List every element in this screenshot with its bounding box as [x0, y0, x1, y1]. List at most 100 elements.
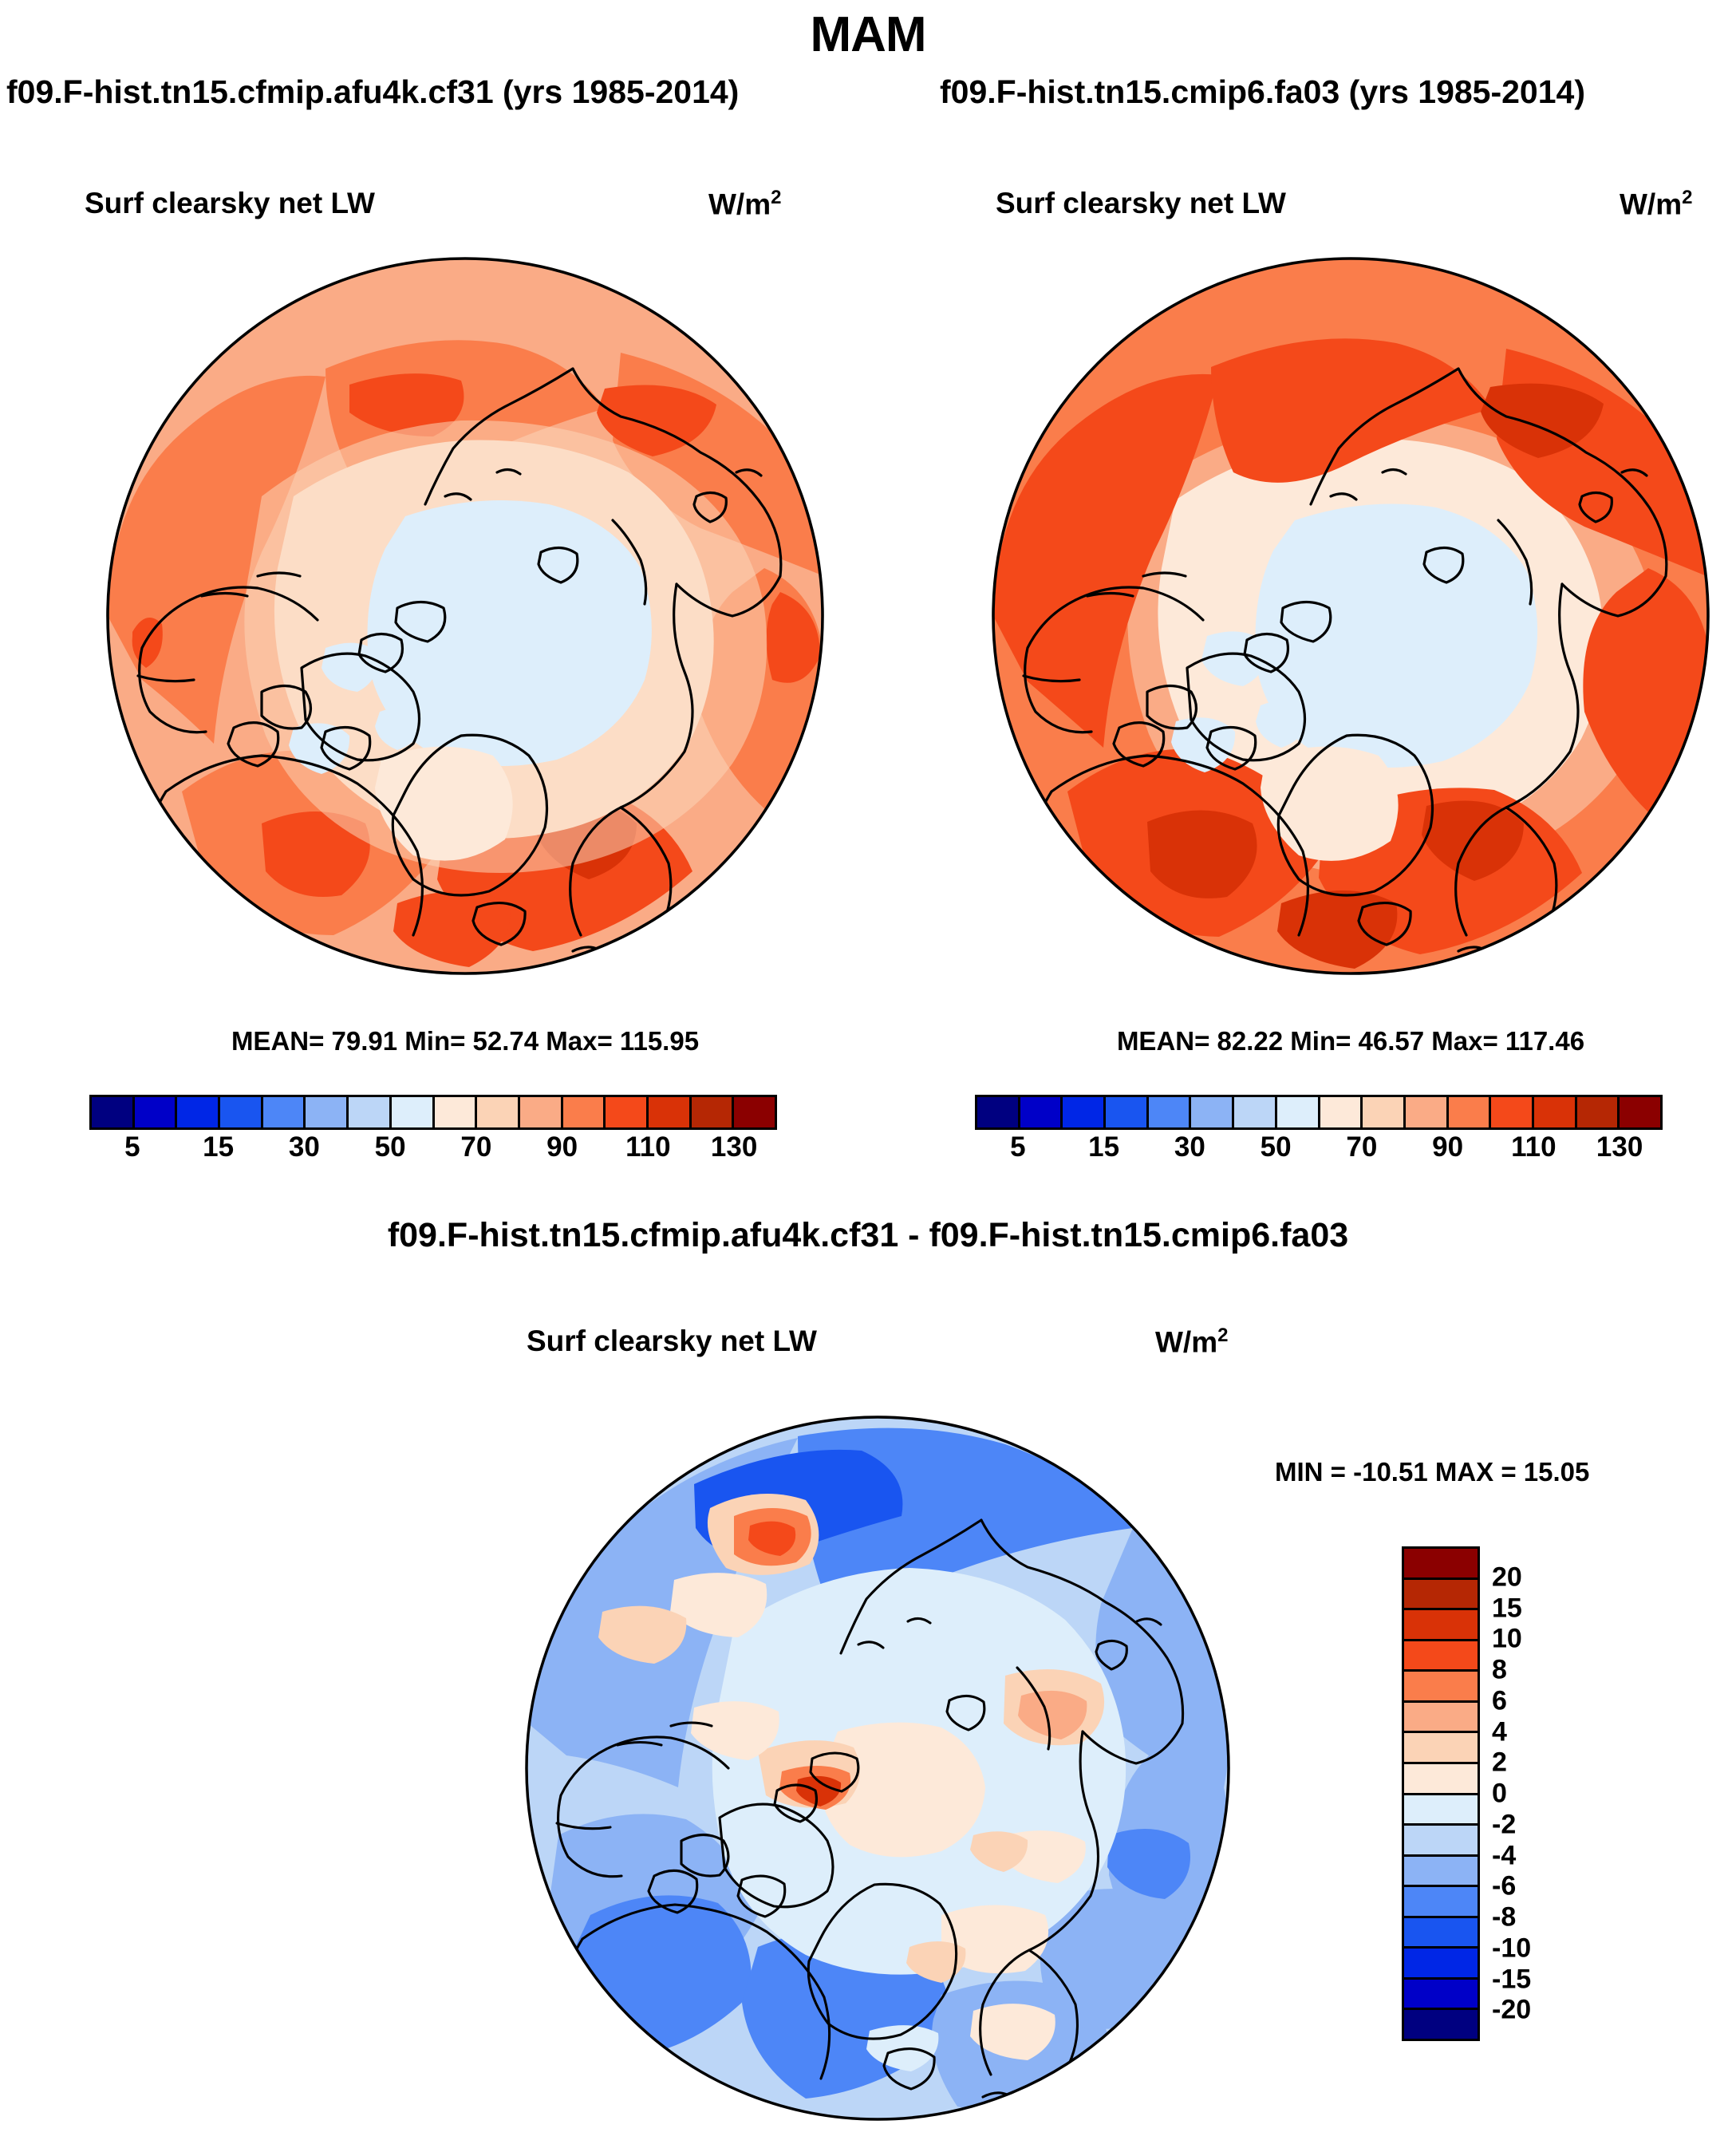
colorbar-cell — [1404, 1702, 1478, 1734]
colorbar-cell — [1404, 1733, 1478, 1764]
left-units-exponent: 2 — [771, 187, 782, 208]
right-panel-field-label: Surf clearsky net LW — [996, 187, 1286, 219]
colorbar-cell — [648, 1097, 692, 1127]
colorbar-tick-label: -8 — [1492, 1901, 1517, 1933]
right-map-boundary — [992, 257, 1710, 975]
colorbar-cell — [1404, 2010, 1478, 2039]
colorbar-cell — [1533, 1097, 1577, 1127]
difference-panel-case-title: f09.F-hist.tn15.cfmip.afu4k.cf31 - f09.F… — [387, 1216, 1349, 1254]
colorbar-cell — [977, 1097, 1020, 1127]
colorbar-cell — [1405, 1097, 1449, 1127]
colorbar-cell — [519, 1097, 563, 1127]
colorbar-cell — [1106, 1097, 1149, 1127]
colorbar-cell — [92, 1097, 135, 1127]
colorbar-tick-label: -4 — [1492, 1840, 1517, 1870]
colorbar-tick-label: 50 — [1260, 1131, 1292, 1163]
colorbar-cell — [220, 1097, 263, 1127]
colorbar-cell — [1404, 1979, 1478, 2011]
colorbar-tick-label: 110 — [625, 1131, 671, 1163]
colorbar-tick-label: 5 — [124, 1131, 140, 1163]
colorbar-cell — [1491, 1097, 1534, 1127]
colorbar-tick-label: 70 — [1346, 1131, 1378, 1163]
colorbar-cell — [1404, 1549, 1478, 1580]
right-map-coastlines — [1022, 367, 1668, 973]
right-arctic-map — [992, 257, 1710, 975]
left-colorbar-labels: 5 15 30 50 70 90 110 130 — [89, 1131, 772, 1167]
colorbar-cell — [1148, 1097, 1192, 1127]
page-title: MAM — [810, 7, 926, 62]
colorbar-tick-label: 70 — [460, 1131, 492, 1163]
left-panel-field-label: Surf clearsky net LW — [85, 187, 375, 219]
colorbar-tick-label: 20 — [1492, 1562, 1522, 1593]
colorbar-cell — [1404, 1949, 1478, 1980]
difference-panel-field-label: Surf clearsky net LW — [527, 1325, 817, 1357]
left-arctic-map — [106, 257, 824, 975]
right-map-panel — [948, 233, 1736, 1003]
right-panel-case-title: f09.F-hist.tn15.cmip6.fa03 (yrs 1985-201… — [940, 73, 1585, 110]
colorbar-cell — [306, 1097, 349, 1127]
difference-panel-units-label: W/m2 — [1155, 1325, 1228, 1359]
colorbar-tick-label: 15 — [1492, 1593, 1522, 1623]
colorbar-tick-label: 50 — [374, 1131, 406, 1163]
colorbar-cell — [1404, 1763, 1478, 1795]
colorbar-cell — [562, 1097, 606, 1127]
colorbar-cell — [606, 1097, 649, 1127]
difference-map-coastlines — [555, 1518, 1185, 2119]
left-panel-units-label: W/m2 — [708, 187, 781, 221]
colorbar-cell — [1191, 1097, 1235, 1127]
colorbar-cell — [1363, 1097, 1406, 1127]
colorbar-tick-label: -2 — [1492, 1809, 1517, 1840]
right-colorbar-labels: 5 15 30 50 70 90 110 130 — [975, 1131, 1658, 1167]
colorbar-tick-label: 15 — [1088, 1131, 1120, 1163]
left-map-boundary — [106, 257, 824, 975]
colorbar-cell — [1404, 1887, 1478, 1918]
difference-map-panel — [495, 1388, 1261, 2152]
colorbar-cell — [1276, 1097, 1320, 1127]
colorbar-tick-label: 8 — [1492, 1654, 1507, 1685]
colorbar-tick-label: -10 — [1492, 1933, 1532, 1964]
diff-units-exponent: 2 — [1217, 1325, 1229, 1346]
right-units-exponent: 2 — [1682, 187, 1693, 208]
colorbar-tick-label: 130 — [1596, 1131, 1643, 1163]
left-units-text: W/m — [708, 188, 771, 221]
colorbar-tick-label: 0 — [1492, 1778, 1507, 1809]
colorbar-cell — [177, 1097, 221, 1127]
right-colorbar — [975, 1095, 1663, 1130]
difference-map-boundary — [525, 1416, 1230, 2121]
colorbar-tick-label: 10 — [1492, 1623, 1522, 1654]
left-panel-case-title: f09.F-hist.tn15.cfmip.afu4k.cf31 (yrs 19… — [6, 73, 740, 110]
colorbar-tick-label: 30 — [288, 1131, 320, 1163]
colorbar-cell — [1404, 1579, 1478, 1611]
colorbar-tick-label: 110 — [1511, 1131, 1556, 1163]
colorbar-tick-label: 30 — [1174, 1131, 1205, 1163]
difference-minmax-annotation: MIN = -10.51 MAX = 15.05 — [1275, 1457, 1590, 1487]
colorbar-cell — [1620, 1097, 1660, 1127]
left-map-coastlines — [136, 367, 783, 973]
colorbar-cell — [134, 1097, 178, 1127]
colorbar-tick-label: -15 — [1492, 1964, 1532, 1994]
right-panel-units-label: W/m2 — [1620, 187, 1692, 221]
colorbar-cell — [1404, 1917, 1478, 1949]
right-units-text: W/m — [1620, 188, 1683, 221]
colorbar-tick-label: 5 — [1010, 1131, 1026, 1163]
colorbar-cell — [734, 1097, 775, 1127]
difference-colorbar — [1402, 1546, 1480, 2041]
left-map-panel — [62, 233, 868, 1003]
colorbar-cell — [434, 1097, 478, 1127]
colorbar-cell — [1404, 1610, 1478, 1641]
colorbar-tick-label: 15 — [203, 1131, 235, 1163]
colorbar-tick-label: 90 — [546, 1131, 578, 1163]
colorbar-tick-label: 130 — [710, 1131, 758, 1163]
colorbar-cell — [1448, 1097, 1492, 1127]
right-panel-stats: MEAN= 82.22 Min= 46.57 Max= 117.46 — [1116, 1026, 1585, 1056]
left-colorbar — [89, 1095, 777, 1130]
colorbar-tick-label: 90 — [1432, 1131, 1464, 1163]
colorbar-cell — [1320, 1097, 1363, 1127]
colorbar-cell — [1404, 1795, 1478, 1826]
colorbar-cell — [477, 1097, 520, 1127]
colorbar-cell — [1404, 1856, 1478, 1888]
colorbar-cell — [1576, 1097, 1620, 1127]
colorbar-cell — [691, 1097, 735, 1127]
colorbar-cell — [349, 1097, 392, 1127]
